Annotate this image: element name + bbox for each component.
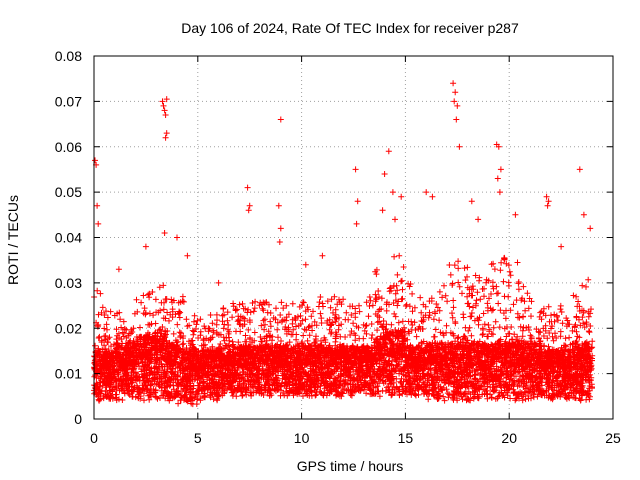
- y-tick-labels: 0 0.01 0.02 0.03 0.04 0.05 0.06 0.07 0.08: [55, 48, 82, 427]
- y-axis-label: ROTI / TECUs: [5, 195, 21, 285]
- data-points: [91, 80, 596, 408]
- x-tick-label: 20: [501, 430, 517, 446]
- x-tick-label: 10: [294, 430, 310, 446]
- y-tick-label: 0.07: [55, 93, 82, 109]
- x-tick-labels: 0 5 10 15 20 25: [90, 430, 621, 446]
- y-tick-label: 0: [74, 411, 82, 427]
- x-axis-label: GPS time / hours: [297, 458, 404, 474]
- y-tick-label: 0.05: [55, 184, 82, 200]
- x-tick-label: 5: [194, 430, 202, 446]
- y-tick-label: 0.06: [55, 139, 82, 155]
- x-tick-label: 15: [398, 430, 414, 446]
- x-tick-label: 25: [605, 430, 621, 446]
- roti-points: [91, 80, 596, 408]
- axis-ticks: [93, 55, 614, 420]
- y-tick-label: 0.04: [55, 230, 82, 246]
- y-tick-label: 0.01: [55, 366, 82, 382]
- y-tick-label: 0.03: [55, 275, 82, 291]
- chart-title: Day 106 of 2024, Rate Of TEC Index for r…: [181, 20, 519, 36]
- y-tick-label: 0.08: [55, 48, 82, 64]
- x-tick-label: 0: [90, 430, 98, 446]
- y-tick-label: 0.02: [55, 320, 82, 336]
